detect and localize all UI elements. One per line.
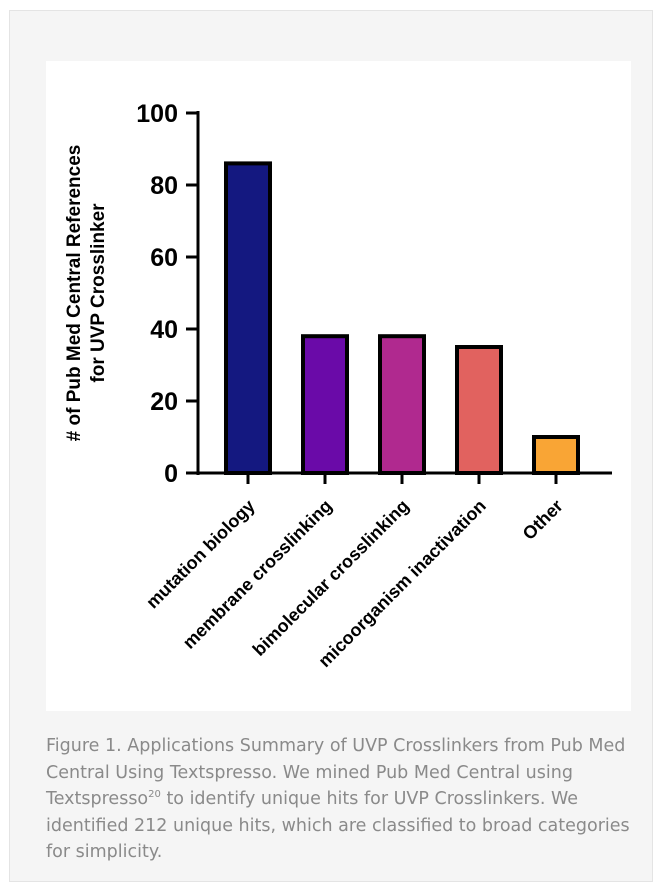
y-tick-label: 0 — [164, 460, 178, 488]
x-tick-label: micoorganism inactivation — [314, 496, 489, 671]
y-axis-title: # of Pub Med Central References for UVP C… — [64, 145, 109, 442]
x-tick-label: Other — [519, 496, 567, 544]
bar — [455, 345, 503, 475]
y-axis-title-line: for UVP Crosslinker — [88, 203, 109, 383]
caption-lead: Figure 1. Applications Summary of UVP Cr… — [46, 736, 626, 809]
bars — [224, 161, 580, 476]
bar-chart: # of Pub Med Central References for UVP C… — [64, 100, 612, 671]
y-tick-label: 40 — [150, 316, 178, 344]
chart-panel: # of Pub Med Central References for UVP C… — [46, 61, 631, 711]
figure-caption: Figure 1. Applications Summary of UVP Cr… — [46, 733, 636, 866]
caption-superscript: 20 — [148, 789, 161, 801]
figure-card: # of Pub Med Central References for UVP C… — [9, 10, 653, 882]
y-tick-label: 80 — [150, 172, 178, 200]
caption-rest: to identify unique hits for UVP Crosslin… — [46, 789, 630, 862]
bar — [224, 161, 272, 476]
y-tick-label: 60 — [150, 244, 178, 272]
x-tick-label: bimolecular crosslinking — [249, 496, 413, 660]
x-tick-label: membrane crosslinking — [179, 496, 336, 653]
bar — [532, 435, 580, 475]
bar — [301, 334, 349, 476]
y-axis-title-line: # of Pub Med Central References — [64, 145, 85, 442]
y-axis: 0 20 40 60 80 100 — [136, 100, 200, 488]
y-tick-label: 100 — [136, 100, 178, 128]
y-tick-label: 20 — [150, 388, 178, 416]
bar — [378, 334, 426, 476]
